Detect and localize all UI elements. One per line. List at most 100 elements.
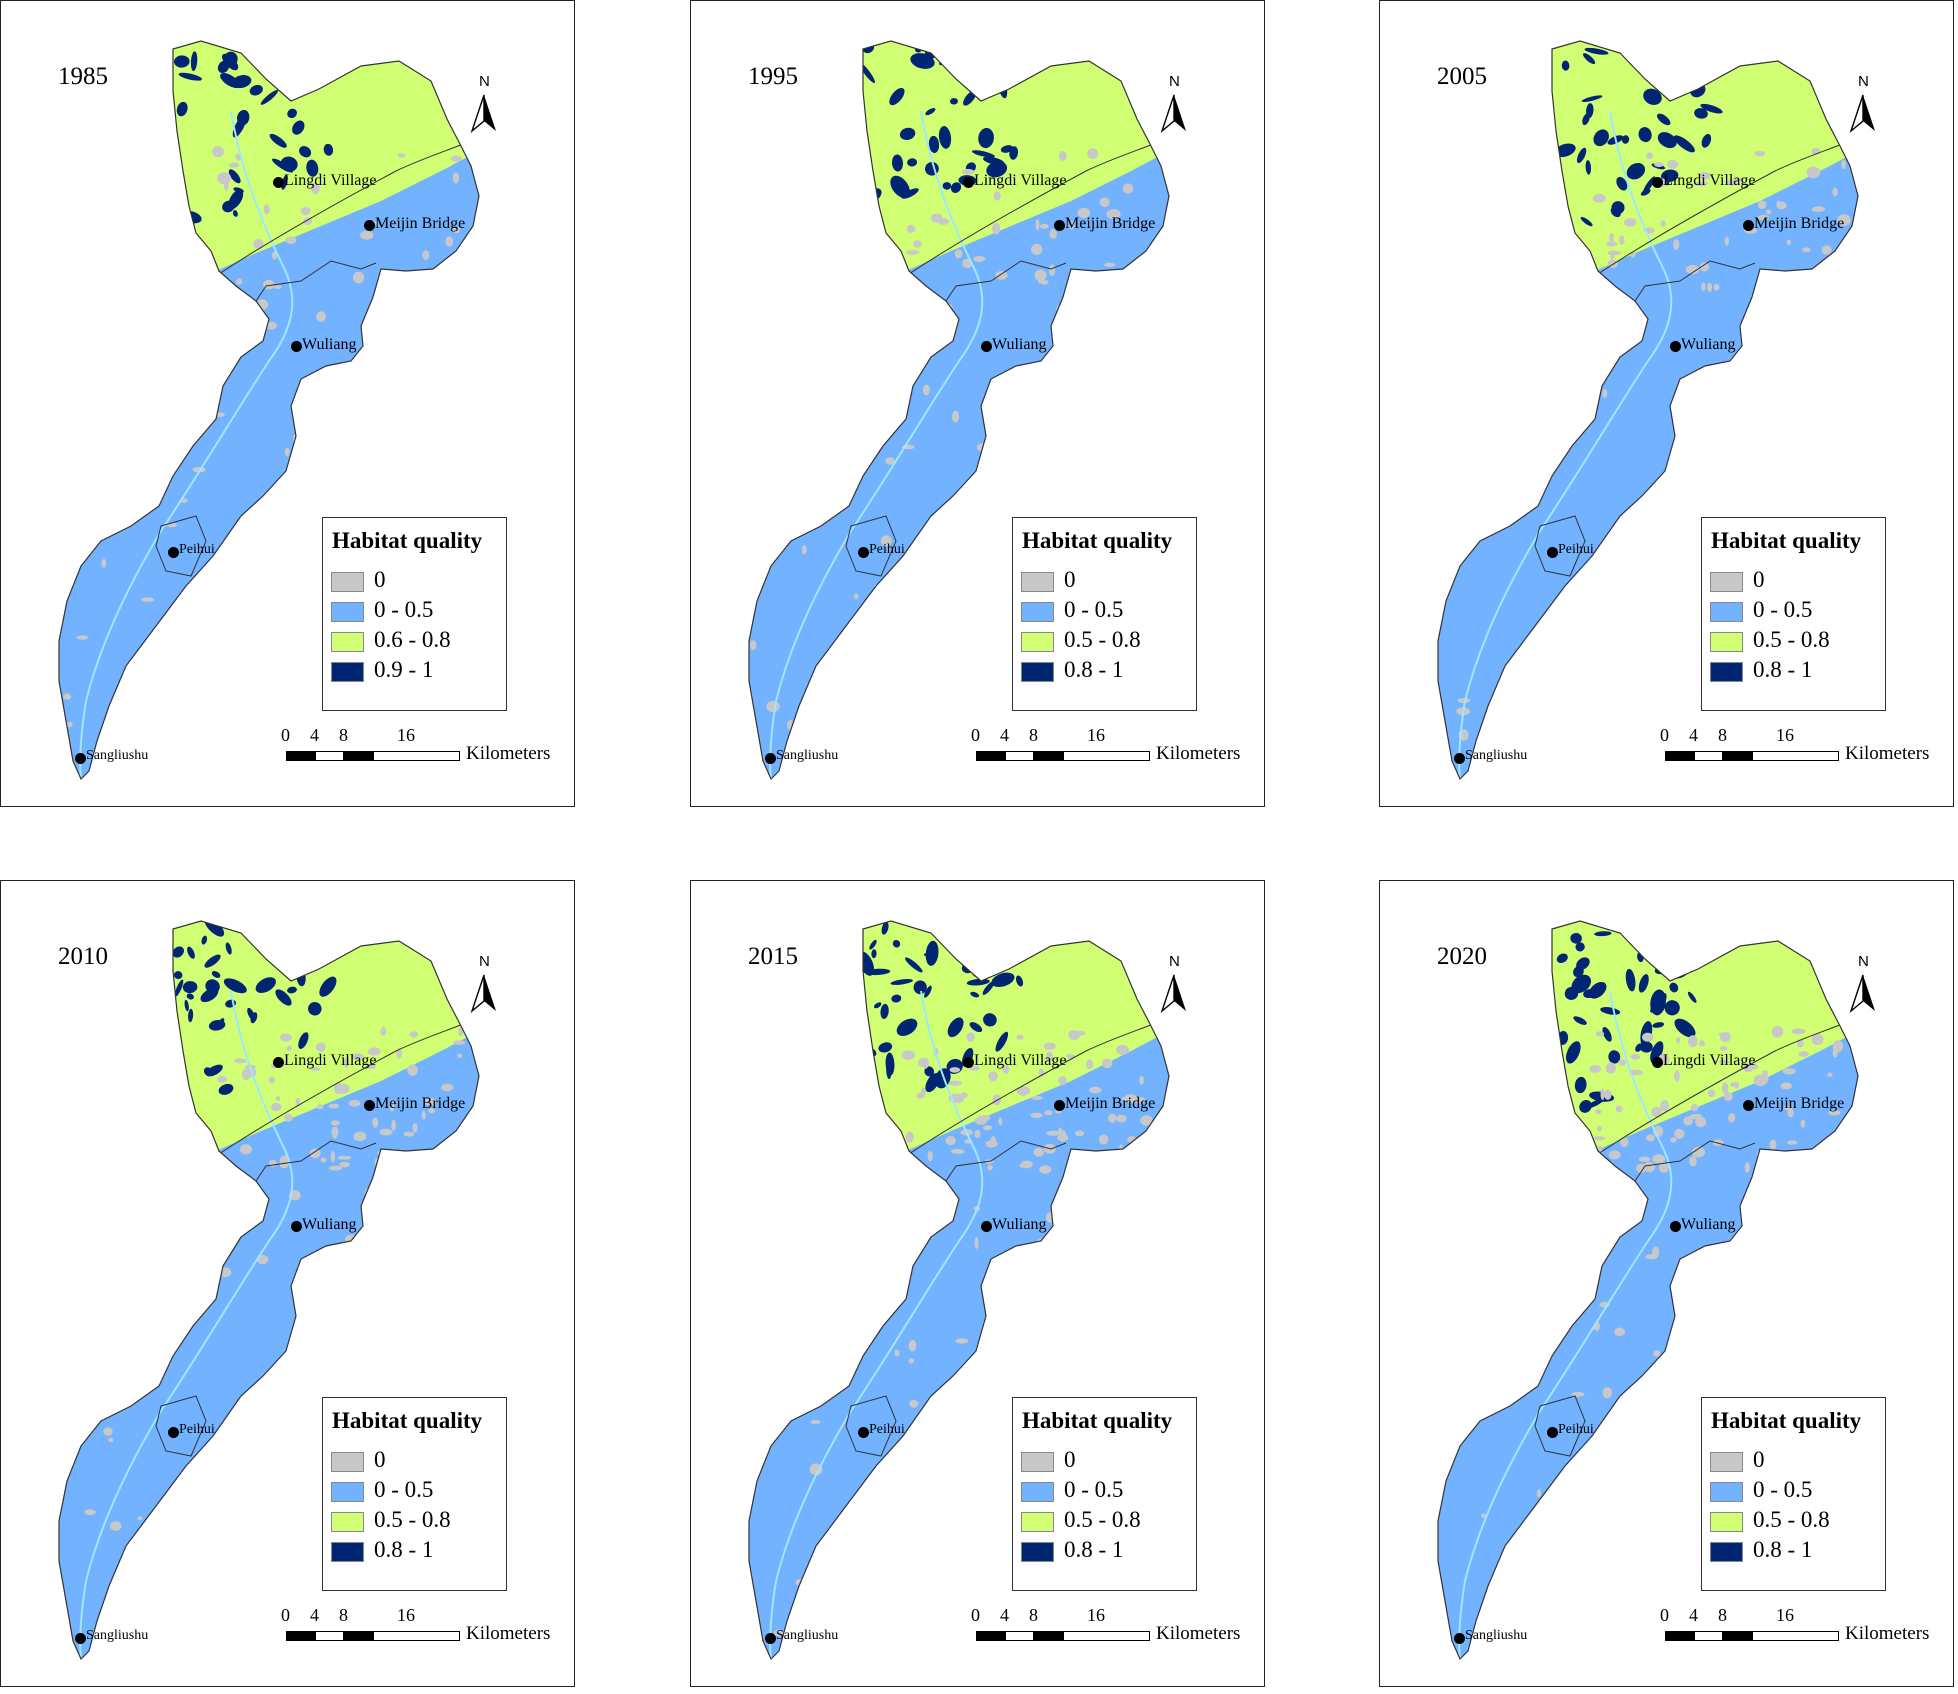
zero-quality-patch xyxy=(66,721,73,728)
place-label: Lingdi Village xyxy=(974,172,1067,189)
place-dot xyxy=(1670,1221,1681,1232)
zero-quality-patch xyxy=(1504,1159,1509,1167)
high-quality-patch xyxy=(1652,1022,1665,1028)
zero-quality-patch xyxy=(337,1155,352,1160)
zero-quality-patch xyxy=(778,1162,783,1168)
high-quality-patch xyxy=(986,83,999,89)
zero-quality-patch xyxy=(1657,1448,1663,1457)
legend-swatch xyxy=(1710,632,1743,652)
zero-quality-patch xyxy=(248,573,253,585)
zero-quality-patch xyxy=(1609,232,1614,242)
zero-quality-patch xyxy=(453,1040,466,1045)
legend-label: 0 - 0.5 xyxy=(1753,597,1813,622)
peihui-boundary xyxy=(155,1395,207,1457)
north-arrow: N xyxy=(1159,73,1199,141)
legend: Habitat quality 0 0 - 0.5 0.5 - 0.8 0.8 - 1 xyxy=(1012,1397,1197,1591)
place-dot xyxy=(364,1100,375,1111)
zero-quality-patch xyxy=(59,1425,69,1435)
zero-quality-patch xyxy=(422,250,430,260)
high-quality-patch xyxy=(942,182,952,190)
zero-quality-patch xyxy=(1041,280,1049,285)
zero-quality-patch xyxy=(379,1128,393,1136)
zero-quality-patch xyxy=(922,384,930,396)
scale-segment xyxy=(1723,751,1752,761)
zero-quality-patch xyxy=(1048,264,1056,277)
scale-tick: 0 xyxy=(1660,1605,1669,1625)
zero-quality-patch xyxy=(1016,1086,1031,1096)
scale-unit: Kilometers xyxy=(1156,1623,1241,1644)
high-quality-patch xyxy=(178,72,203,81)
legend-swatch xyxy=(1021,1482,1054,1502)
zero-quality-patch xyxy=(1580,628,1586,635)
place-label: Peihui xyxy=(179,542,215,557)
zero-quality-patch xyxy=(1030,1112,1043,1118)
zero-quality-patch xyxy=(204,1252,211,1260)
high-quality-patch xyxy=(995,1031,1009,1052)
high-quality-patch xyxy=(1573,1016,1587,1025)
river xyxy=(79,110,294,779)
zero-quality-patch xyxy=(239,1144,252,1155)
map-panel-1985: 1985 N Lingdi Village Meijin Bridge Wuliang P… xyxy=(0,0,575,807)
zero-quality-patch xyxy=(118,1617,125,1629)
zero-quality-patch xyxy=(1472,319,1480,331)
zero-quality-patch xyxy=(59,1309,71,1314)
high-quality-patch xyxy=(1570,932,1582,944)
zero-quality-patch xyxy=(1446,1208,1451,1220)
zero-quality-patch xyxy=(972,1367,983,1373)
zero-quality-patch xyxy=(1713,486,1724,496)
zero-quality-patch xyxy=(445,236,454,247)
zero-quality-patch xyxy=(974,1237,979,1249)
zero-quality-patch xyxy=(1608,1150,1621,1160)
high-quality-patch xyxy=(1674,936,1690,960)
legend-entry: 0.8 - 1 xyxy=(1021,657,1191,688)
high-quality-patch xyxy=(298,1032,309,1049)
zero-quality-patch xyxy=(1441,318,1453,330)
high-quality-patch xyxy=(182,981,198,994)
zero-quality-patch xyxy=(896,1500,902,1507)
place-label: Sangliushu xyxy=(86,748,149,763)
place-dot xyxy=(858,1427,869,1438)
zero-quality-patch xyxy=(982,1125,993,1131)
zero-quality-patch xyxy=(1114,1153,1120,1164)
high-quality-patch xyxy=(1665,928,1672,942)
legend-label: 0 - 0.5 xyxy=(374,1477,434,1502)
high-quality-patch xyxy=(205,1064,223,1077)
zero-quality-patch xyxy=(1610,254,1615,260)
place-dot xyxy=(981,1221,992,1232)
scale-segment xyxy=(344,1631,373,1641)
zero-quality-patch xyxy=(1742,1063,1754,1073)
zero-quality-patch xyxy=(988,1071,998,1082)
legend-label: 0.5 - 0.8 xyxy=(374,1507,451,1532)
scale-bar: 0 4 8 16 Kilometers xyxy=(971,1605,1266,1665)
study-area-outline xyxy=(58,920,480,1661)
zero-quality-patch xyxy=(1514,1573,1524,1580)
panel-year: 2015 xyxy=(748,943,798,970)
zero-quality-patch xyxy=(343,1056,349,1068)
scale-tick: 4 xyxy=(310,1605,319,1625)
scale-tick: 0 xyxy=(281,1605,290,1625)
place-dot xyxy=(1670,341,1681,352)
zero-quality-patch xyxy=(974,514,987,527)
zero-quality-patch xyxy=(265,321,277,330)
legend-label: 0 xyxy=(374,567,386,592)
legend-label: 0 xyxy=(1064,1447,1076,1472)
legend-title: Habitat quality xyxy=(332,528,483,553)
legend-label: 0 - 0.5 xyxy=(374,597,434,622)
high-quality-patch xyxy=(292,120,305,135)
zero-quality-patch xyxy=(1780,1082,1792,1090)
zero-quality-patch xyxy=(764,1176,776,1186)
zero-quality-patch xyxy=(1811,1033,1824,1045)
zero-quality-patch xyxy=(450,155,463,162)
high-quality-patch xyxy=(1675,922,1685,933)
high-quality-patch xyxy=(204,954,221,968)
scale-tick: 0 xyxy=(971,725,980,745)
legend-title: Habitat quality xyxy=(332,1408,483,1433)
zero-quality-patch xyxy=(1086,1059,1094,1070)
peihui-boundary xyxy=(1534,515,1586,577)
zero-quality-patch xyxy=(950,1149,965,1154)
legend-entry: 0.5 - 0.8 xyxy=(1710,1507,1880,1538)
zero-quality-patch xyxy=(228,162,239,168)
zero-quality-patch xyxy=(1504,497,1517,503)
legend: Habitat quality 0 0 - 0.5 0.5 - 0.8 0.8 - 1 xyxy=(1701,1397,1886,1591)
zero-quality-patch xyxy=(1019,1163,1032,1169)
